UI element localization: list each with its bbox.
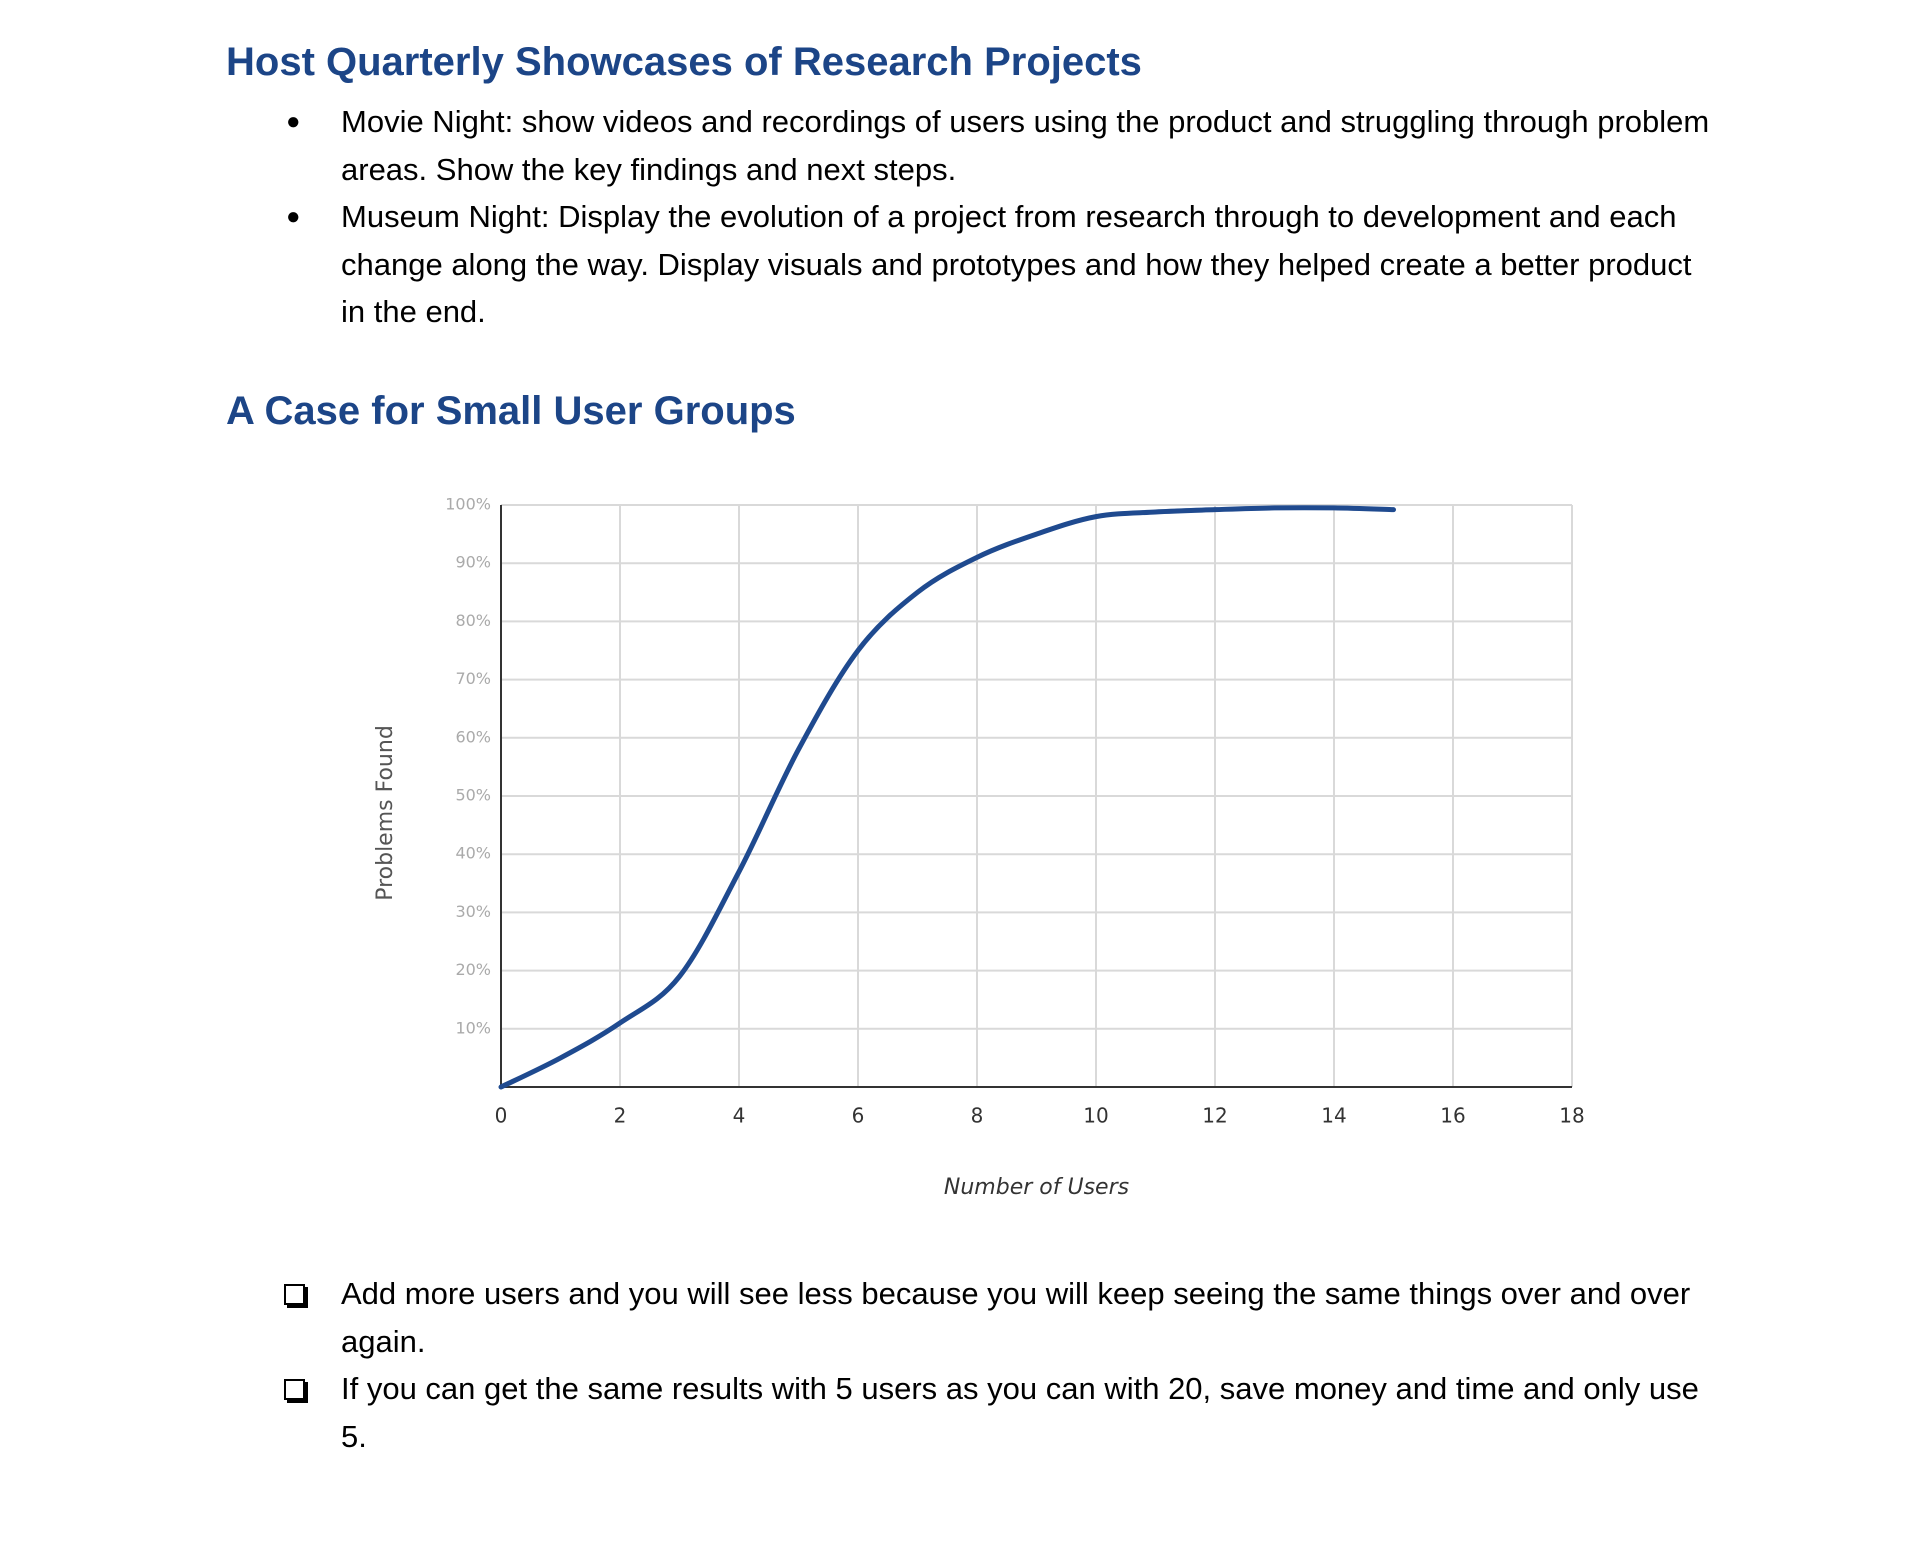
x-tick-label: 18 — [1559, 1104, 1584, 1128]
x-tick-label: 14 — [1321, 1104, 1346, 1128]
checklist: Add more users and you will see less bec… — [284, 1270, 1711, 1460]
x-tick-label: 2 — [614, 1104, 627, 1128]
x-tick-label: 12 — [1202, 1104, 1227, 1128]
bullet-list: Movie Night: show videos and recordings … — [286, 98, 1711, 336]
y-tick-label: 10% — [455, 1018, 491, 1037]
y-tick-label: 50% — [455, 786, 491, 805]
section-heading: A Case for Small User Groups — [226, 389, 796, 433]
x-tick-label: 4 — [733, 1104, 746, 1128]
data-line — [498, 505, 1396, 1090]
x-tick-label: 16 — [1440, 1104, 1465, 1128]
y-tick-label: 90% — [455, 553, 491, 572]
bullet-item: Museum Night: Display the evolution of a… — [286, 193, 1711, 336]
x-tick-label: 8 — [971, 1104, 984, 1128]
y-tick-label: 20% — [455, 960, 491, 979]
checklist-item: If you can get the same results with 5 u… — [284, 1365, 1711, 1460]
y-tick-label: 100% — [445, 495, 491, 514]
x-tick-label: 6 — [852, 1104, 865, 1128]
bullet-item: Movie Night: show videos and recordings … — [286, 98, 1711, 193]
y-tick-label: 70% — [455, 669, 491, 688]
section-heading: Host Quarterly Showcases of Research Pro… — [226, 40, 1142, 84]
y-tick-label: 60% — [455, 727, 491, 746]
x-axis-label: Number of Users — [944, 1175, 1129, 1200]
y-tick-label: 40% — [455, 844, 491, 863]
y-axis-label: Problems Found — [373, 725, 398, 901]
x-tick-label: 0 — [495, 1104, 508, 1128]
checklist-item: Add more users and you will see less bec… — [284, 1270, 1711, 1365]
x-tick-label: 10 — [1083, 1104, 1108, 1128]
y-tick-label: 80% — [455, 611, 491, 630]
y-tick-label: 30% — [455, 902, 491, 921]
